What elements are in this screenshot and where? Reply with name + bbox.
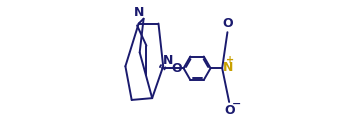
Text: O: O [224, 104, 235, 117]
Text: +: + [226, 55, 234, 65]
Text: −: − [232, 99, 241, 109]
Text: O: O [222, 17, 232, 30]
Text: O: O [171, 62, 182, 75]
Text: N: N [134, 6, 144, 19]
Text: N: N [163, 53, 173, 67]
Text: N: N [222, 61, 233, 74]
